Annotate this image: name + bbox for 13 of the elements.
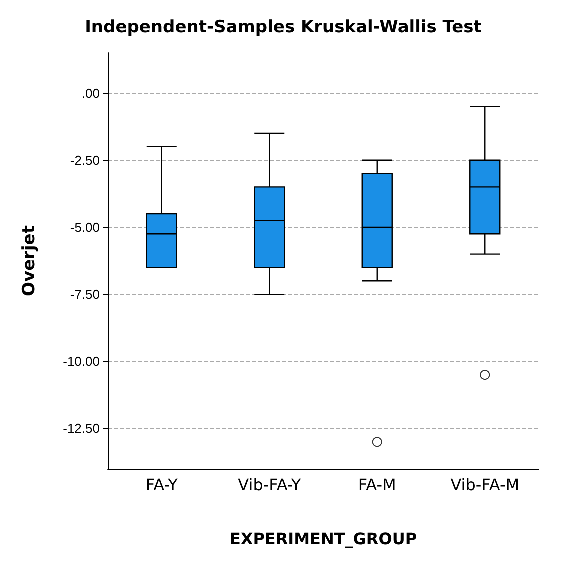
x-tick-label: Vib-FA-M <box>450 476 520 494</box>
y-tick-label: -5.00 <box>70 220 100 235</box>
chart-title: Independent-Samples Kruskal-Wallis Test <box>85 18 482 38</box>
x-tick-label: Vib-FA-Y <box>238 476 302 494</box>
x-tick-label: FA-Y <box>146 476 178 494</box>
y-tick-label: -12.50 <box>63 421 100 436</box>
x-tick-label: FA-M <box>358 476 396 494</box>
y-tick-label: -2.50 <box>70 152 100 168</box>
y-tick-label: -7.50 <box>70 287 100 302</box>
y-axis-title: Overjet <box>20 226 40 296</box>
y-tick-label: .00 <box>82 86 100 101</box>
y-tick-label: -10.00 <box>63 354 100 370</box>
x-axis-title: EXPERIMENT_GROUP <box>230 530 418 548</box>
